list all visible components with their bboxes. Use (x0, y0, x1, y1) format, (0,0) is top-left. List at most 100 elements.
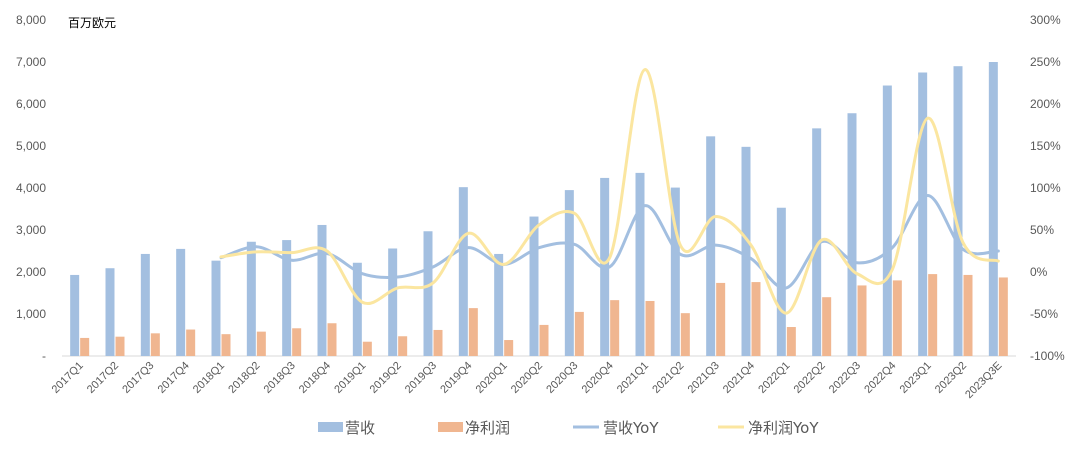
revenue-bar (882, 85, 892, 357)
x-tick-label: 2020Q1 (474, 360, 510, 396)
net-profit-bar (362, 341, 372, 356)
x-tick-label: 2018Q2 (226, 360, 262, 396)
legend-net-profit-label: 净利润 (465, 419, 510, 437)
x-tick-label: 2021Q4 (721, 360, 757, 396)
revenue-bar (953, 66, 963, 356)
left-tick-label: 7,000 (16, 55, 46, 69)
x-tick-label: 2020Q4 (580, 360, 616, 396)
legend-net-profit-yoy-label: 净利润YoY (748, 419, 819, 437)
x-axis-ticks: 2017Q1 2017Q2 2017Q3 2017Q4 2018Q1 2018Q2 2018… (50, 360, 1005, 401)
revenue-bar (635, 172, 645, 356)
net-profit-bar (433, 329, 443, 356)
right-tick-label: 150% (1030, 139, 1061, 153)
x-tick-label: 2019Q2 (368, 360, 404, 396)
left-tick-label: 1,000 (16, 307, 46, 321)
left-tick-label: 4,000 (16, 181, 46, 195)
net-profit-bar (256, 331, 266, 356)
right-tick-label: -50% (1030, 307, 1058, 321)
right-tick-label: 0% (1030, 265, 1048, 279)
net-profit-bar (539, 324, 549, 356)
right-tick-label: 50% (1030, 223, 1054, 237)
x-tick-label: 2019Q4 (438, 360, 474, 396)
revenue-bar (458, 187, 468, 356)
net-profit-bar (928, 274, 938, 356)
x-tick-label: 2020Q2 (509, 360, 545, 396)
revenue-bar (847, 113, 857, 357)
net-profit-bar (574, 311, 584, 356)
right-tick-label: 250% (1030, 55, 1061, 69)
revenue-bar (211, 260, 221, 356)
revenue-bar (140, 253, 150, 356)
net-profit-bar (751, 282, 761, 356)
net-profit-yoy-line (219, 68, 1000, 315)
revenue-bar (529, 216, 539, 356)
legend-revenue-swatch (318, 422, 343, 432)
net-profit-bar (292, 328, 302, 356)
x-tick-label: 2018Q1 (191, 360, 227, 396)
right-tick-label: 100% (1030, 181, 1061, 195)
x-tick-label: 2019Q3 (403, 360, 439, 396)
net-profit-bar (822, 297, 832, 356)
revenue-bar (282, 240, 292, 356)
net-profit-bar (680, 313, 690, 356)
x-tick-label: 2023Q3E (963, 360, 1004, 401)
net-profit-bar (610, 300, 620, 356)
unit-label: 百万欧元 (68, 16, 116, 30)
revenue-bar (388, 248, 398, 356)
bars-group (70, 62, 1008, 357)
revenue-yoy-line (219, 194, 1000, 290)
net-profit-bar (504, 340, 514, 356)
x-tick-label: 2017Q3 (120, 360, 156, 396)
revenue-bar (317, 224, 327, 356)
lines-group (219, 68, 1000, 315)
net-profit-bar (857, 285, 867, 356)
net-profit-bar (186, 329, 196, 356)
right-axis-ticks: -100% -50% 0% 50% 100% 150% 200% 250% 300% (1030, 13, 1065, 363)
x-tick-label: 2018Q4 (297, 360, 333, 396)
revenue-bar (176, 248, 186, 356)
revenue-bar (246, 241, 256, 356)
left-tick-label: - (42, 349, 46, 363)
x-tick-label: 2018Q3 (262, 360, 298, 396)
x-tick-label: 2021Q1 (615, 360, 651, 396)
net-profit-bar (892, 280, 902, 356)
x-tick-label: 2021Q2 (650, 360, 686, 396)
net-profit-bar (80, 337, 90, 356)
legend-revenue-label: 营收 (345, 419, 375, 437)
revenue-bar (776, 207, 786, 356)
revenue-bar (812, 128, 822, 356)
right-tick-label: 200% (1030, 97, 1061, 111)
revenue-bar (918, 72, 928, 356)
revenue-bar (105, 268, 115, 356)
x-tick-label: 2023Q2 (933, 360, 969, 396)
net-profit-bar (468, 308, 478, 356)
revenue-bar (564, 190, 574, 356)
net-profit-bar (327, 323, 337, 356)
revenue-bar (423, 231, 433, 356)
net-profit-bar (398, 336, 408, 356)
net-profit-bar (786, 327, 796, 356)
left-tick-label: 8,000 (16, 13, 46, 27)
revenue-bar (70, 274, 80, 356)
left-tick-label: 5,000 (16, 139, 46, 153)
x-tick-label: 2023Q1 (898, 360, 934, 396)
left-tick-label: 3,000 (16, 223, 46, 237)
x-tick-label: 2022Q3 (827, 360, 863, 396)
net-profit-bar (645, 300, 655, 356)
legend-revenue-yoy-label: 营收YoY (603, 419, 659, 437)
right-tick-label: 300% (1030, 13, 1061, 27)
revenue-bar (670, 187, 680, 356)
x-tick-label: 2020Q3 (544, 360, 580, 396)
legend: 营收 净利润 营收YoY 净利润YoY (318, 419, 819, 437)
right-tick-label: -100% (1030, 349, 1065, 363)
net-profit-bar (963, 274, 973, 356)
left-axis-ticks: - 1,000 2,000 3,000 4,000 5,000 6,000 7,000 8,00… (16, 13, 46, 363)
x-tick-label: 2022Q2 (792, 360, 828, 396)
revenue-bar (988, 62, 998, 356)
x-tick-label: 2017Q2 (85, 360, 121, 396)
x-tick-label: 2021Q3 (686, 360, 722, 396)
left-tick-label: 2,000 (16, 265, 46, 279)
net-profit-bar (115, 336, 125, 356)
net-profit-bar (150, 333, 160, 356)
